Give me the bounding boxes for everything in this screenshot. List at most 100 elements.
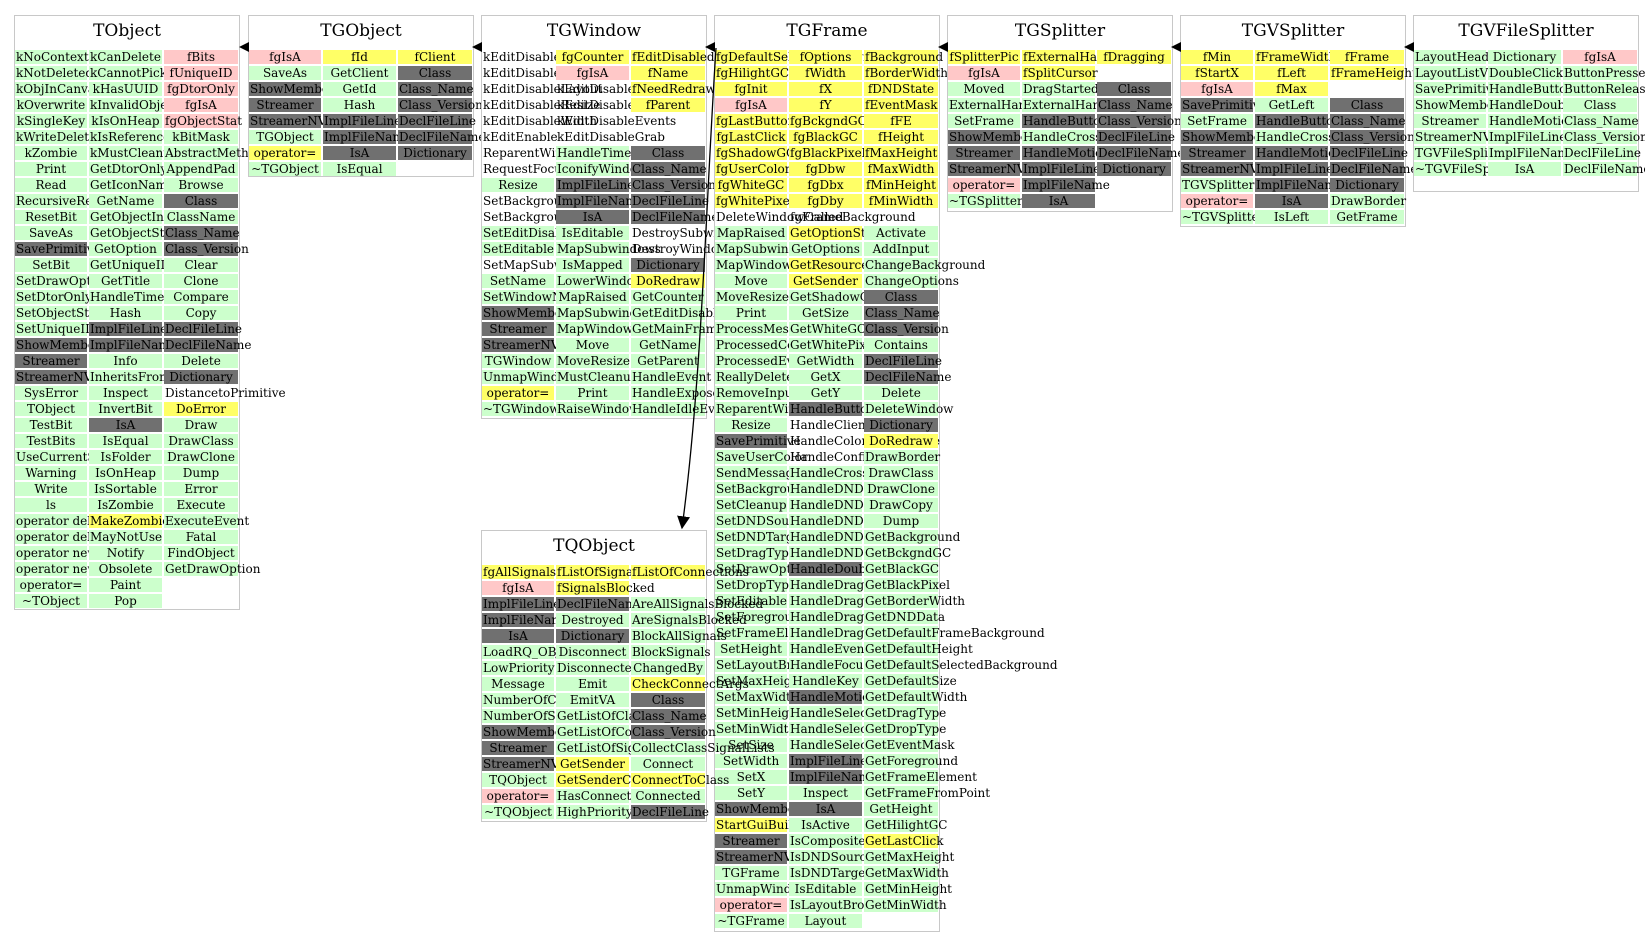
member-cell: GetIconName xyxy=(89,178,175,192)
member-column: fgIsA ButtonPressed ButtonReleased Class Cla… xyxy=(1563,50,1645,178)
member-cell: ProcessMessage xyxy=(715,322,817,336)
member-cell: ProcessedConfigure xyxy=(715,338,839,352)
member-cell: HandleDragLeave xyxy=(789,610,901,624)
member-cell: Class xyxy=(1563,98,1637,112)
member-cell: Print xyxy=(715,306,787,320)
member-cell: kObjInCanvas xyxy=(15,82,102,96)
member-cell: kWriteDelete xyxy=(15,130,97,144)
member-cell: ImplFileLine xyxy=(1488,130,1567,144)
member-cell: Class xyxy=(1097,82,1171,96)
member-cell: AreAllSignalsBlocked xyxy=(631,597,764,611)
member-cell: GetSenderClassName xyxy=(556,773,691,787)
member-cell: Obsolete xyxy=(89,562,162,576)
class-box-tqobject: TQObject fgAllSignalsBlocked fgIsA ImplFile… xyxy=(481,530,775,822)
member-cell: DrawClass xyxy=(864,466,938,480)
class-box-tgvfilesplitter: TGVFileSplitter LayoutHeader LayoutListVie… xyxy=(1413,15,1645,192)
member-column: fListOfConnections AreAllSignalsBlocked Ar… xyxy=(631,565,775,821)
member-cell: DeclFileLine xyxy=(164,322,243,336)
member-cell: MustCleanup xyxy=(556,370,639,384)
member-cell: Inspect xyxy=(89,386,162,400)
member-cell: fFrameHeight xyxy=(1330,66,1417,80)
member-cell: HandleMotion xyxy=(1022,146,1111,160)
member-cell: DeclFileName xyxy=(1330,162,1418,176)
member-cell: HandleColormapChange xyxy=(789,434,940,448)
member-cell: GetEventMask xyxy=(864,738,955,752)
member-cell: HandleMotion xyxy=(789,690,878,704)
member-cell: Draw xyxy=(164,418,238,432)
member-column: fId GetClient GetId Hash ImplFileLine ImplFil… xyxy=(323,50,411,178)
member-cell: GetMinHeight xyxy=(864,882,952,896)
member-cell: Class_Name xyxy=(631,709,707,723)
member-cell: DeclFileName xyxy=(398,130,486,144)
member-cell: fWidth xyxy=(789,66,862,80)
member-column: LayoutHeader LayoutListView SavePrimitive S… xyxy=(1414,50,1524,178)
member-cell: fId xyxy=(323,50,396,64)
member-cell: HandleButton xyxy=(789,402,876,416)
class-box-tgvsplitter: TGVSplitter fMin fStartX fgIsA SavePrimitive… xyxy=(1180,15,1418,227)
member-cell: fExternalHandler xyxy=(1022,50,1130,64)
member-cell: operator= xyxy=(482,386,554,400)
member-cell: kEditDisableWidth xyxy=(483,114,597,128)
member-cell: fgCounter xyxy=(556,50,629,64)
member-cell: operator delete[] xyxy=(15,530,120,544)
member-cell: ImplFileLine xyxy=(89,322,168,336)
member-cell: Dump xyxy=(164,466,238,480)
member-cell: ImplFileName xyxy=(89,338,177,352)
member-cell: fMinWidth xyxy=(864,194,938,208)
member-cell: kInvalidObject xyxy=(89,98,179,112)
member-cell: HandleButton xyxy=(1255,114,1342,128)
member-cell: DeclFileName xyxy=(864,370,952,384)
member-cell: IsZombie xyxy=(89,498,162,512)
member-cell: HasConnection xyxy=(556,789,651,803)
member-cell: SetX xyxy=(715,770,787,784)
member-cell: StreamerNVirtual xyxy=(482,338,593,352)
member-cell: ProcessedEvent xyxy=(715,354,814,368)
member-cell: ShowMembers xyxy=(948,130,1040,144)
member-cell: EmitVA xyxy=(556,693,629,707)
member-cell: SavePrimitive xyxy=(1181,98,1267,112)
member-cell: SetEditDisabled xyxy=(482,226,582,240)
member-cell: ShowMembers xyxy=(715,802,807,816)
member-cell: kEditDisableResize xyxy=(483,98,601,112)
member-cell: SetName xyxy=(482,274,554,288)
member-cell: CollectClassSignalLists xyxy=(631,741,775,755)
member-cell: BlockAllSignals xyxy=(631,629,727,643)
member-cell: SetWidth xyxy=(715,754,787,768)
member-cell: HandleEvent xyxy=(631,370,712,384)
member-cell: HandleCrossing xyxy=(1022,130,1121,144)
member-cell: RecursiveRemove xyxy=(15,194,125,208)
member-column: fClient Class Class_Name Class_Version DeclF… xyxy=(398,50,486,162)
member-cell: HandleTimer xyxy=(556,146,638,160)
member-cell: HandleSelectionRequest xyxy=(789,738,940,752)
member-column: fgAllSignalsBlocked fgIsA ImplFileLine Impl… xyxy=(482,565,623,821)
member-cell: Class xyxy=(164,194,238,208)
member-cell: HandleKey xyxy=(789,674,862,688)
member-cell: HandleDNDPosition xyxy=(789,546,913,560)
member-cell: fgHilightGC xyxy=(715,66,790,80)
member-cell: SetDtorOnly xyxy=(15,290,92,304)
member-cell: DoubleClicked xyxy=(1488,66,1578,80)
member-cell: Class_Version xyxy=(1097,114,1182,128)
member-cell: ls xyxy=(15,498,87,512)
member-cell: ExternalHandler xyxy=(1022,98,1125,112)
member-cell: Dictionary xyxy=(556,629,629,643)
member-cell: fListOfConnections xyxy=(631,565,749,579)
member-cell: GetShadowGC xyxy=(789,290,879,304)
member-cell: fClient xyxy=(398,50,472,64)
member-cell: Class_Name xyxy=(1563,114,1639,128)
member-cell: HandleDNDDrop xyxy=(789,482,894,496)
member-cell: operator delete xyxy=(15,514,111,528)
member-cell: MapWindow xyxy=(556,322,633,336)
member-cell: HandleDoubleClick xyxy=(789,562,909,576)
member-cell: Class_Name xyxy=(1330,114,1406,128)
member-cell: ~TQObject xyxy=(482,805,554,819)
member-cell: MapSubwindows xyxy=(715,242,820,256)
member-cell: IsA xyxy=(1255,194,1328,208)
member-column: fListOfSignals fSignalsBlocked DeclFileNam… xyxy=(556,565,693,821)
member-cell: AddInput xyxy=(864,242,938,256)
member-column: fDragging Class Class_Name Class_Version Dec… xyxy=(1097,50,1185,178)
member-cell: SetDNDSource xyxy=(715,514,809,528)
member-cell: Class_Version xyxy=(1563,130,1645,144)
member-cell: SetBackgroundColor xyxy=(715,482,844,496)
member-cell: fgAllSignalsBlocked xyxy=(482,565,605,579)
